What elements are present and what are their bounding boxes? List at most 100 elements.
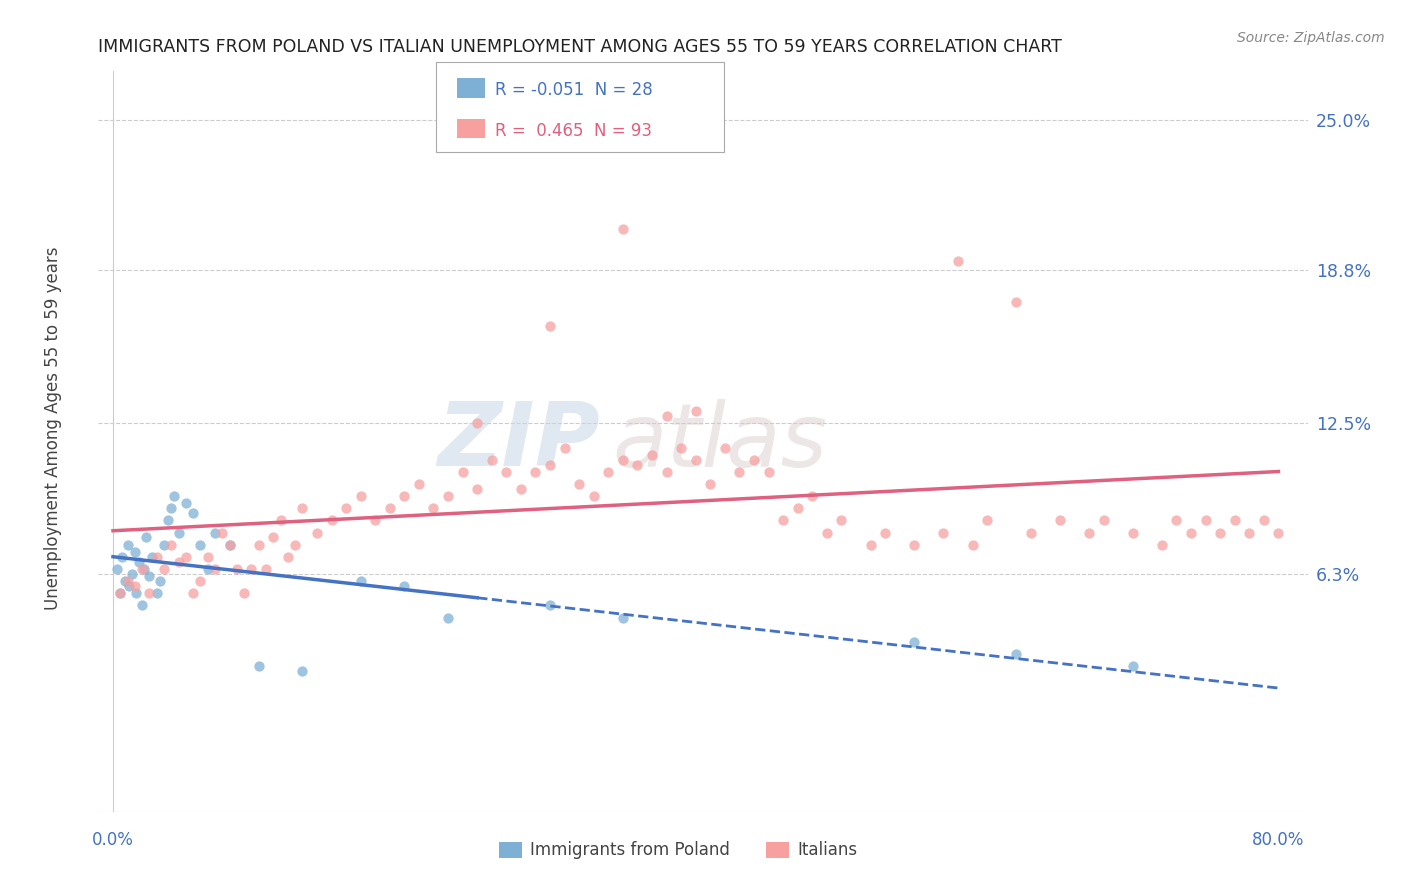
Point	[335, 501, 357, 516]
Point	[612, 452, 634, 467]
Point	[117, 538, 139, 552]
Point	[364, 513, 387, 527]
Point	[204, 525, 226, 540]
Point	[903, 635, 925, 649]
Point	[190, 574, 212, 588]
Point	[699, 477, 721, 491]
Point	[1180, 525, 1202, 540]
Point	[1122, 525, 1144, 540]
Point	[422, 501, 444, 516]
Point	[408, 477, 430, 491]
Point	[815, 525, 838, 540]
Text: IMMIGRANTS FROM POLAND VS ITALIAN UNEMPLOYMENT AMONG AGES 55 TO 59 YEARS CORRELA: IMMIGRANTS FROM POLAND VS ITALIAN UNEMPL…	[98, 38, 1063, 56]
Point	[225, 562, 247, 576]
Point	[160, 501, 183, 516]
Point	[141, 549, 163, 564]
Point	[305, 525, 328, 540]
Point	[204, 562, 226, 576]
Point	[1078, 525, 1101, 540]
Point	[1166, 513, 1188, 527]
Point	[481, 452, 503, 467]
Point	[1092, 513, 1115, 527]
Point	[1223, 513, 1246, 527]
Point	[181, 506, 204, 520]
Point	[728, 465, 751, 479]
Point	[167, 525, 190, 540]
Point	[247, 538, 270, 552]
Point	[218, 538, 240, 552]
Point	[110, 586, 132, 600]
Point	[111, 549, 134, 564]
Point	[1150, 538, 1173, 552]
Point	[350, 489, 373, 503]
Point	[1019, 525, 1042, 540]
Text: atlas: atlas	[613, 399, 827, 484]
Point	[157, 513, 180, 527]
Point	[153, 562, 176, 576]
Point	[132, 562, 155, 576]
Point	[801, 489, 824, 503]
Point	[742, 452, 765, 467]
Point	[1049, 513, 1071, 527]
Point	[568, 477, 591, 491]
Text: Immigrants from Poland: Immigrants from Poland	[530, 841, 730, 859]
Point	[641, 448, 664, 462]
Point	[495, 465, 517, 479]
Point	[598, 465, 620, 479]
Text: 0.0%: 0.0%	[91, 831, 134, 849]
Point	[153, 538, 176, 552]
Point	[174, 496, 197, 510]
Point	[117, 574, 139, 588]
Point	[277, 549, 299, 564]
Point	[1122, 659, 1144, 673]
Point	[350, 574, 373, 588]
Point	[714, 441, 737, 455]
Point	[138, 569, 160, 583]
Point	[135, 530, 157, 544]
Point	[554, 441, 576, 455]
Point	[125, 586, 148, 600]
Point	[612, 610, 634, 624]
Point	[772, 513, 794, 527]
Point	[685, 404, 707, 418]
Point	[138, 586, 160, 600]
Point	[284, 538, 307, 552]
Point	[197, 562, 219, 576]
Point	[669, 441, 692, 455]
Point	[163, 489, 186, 503]
Point	[233, 586, 256, 600]
Text: ZIP: ZIP	[437, 398, 600, 485]
Point	[118, 579, 141, 593]
Point	[1267, 525, 1289, 540]
Point	[181, 586, 204, 600]
Point	[190, 538, 212, 552]
Point	[254, 562, 277, 576]
Point	[465, 482, 488, 496]
Point	[655, 409, 678, 423]
Point	[859, 538, 882, 552]
Point	[1005, 295, 1028, 310]
Point	[655, 465, 678, 479]
Point	[321, 513, 343, 527]
Point	[145, 586, 167, 600]
Point	[394, 489, 416, 503]
Point	[110, 586, 132, 600]
Point	[976, 513, 998, 527]
Point	[378, 501, 401, 516]
Point	[538, 458, 561, 472]
Point	[962, 538, 984, 552]
Point	[538, 319, 561, 334]
Point	[875, 525, 897, 540]
Point	[121, 566, 143, 581]
Point	[145, 549, 167, 564]
Point	[1194, 513, 1216, 527]
Point	[131, 562, 153, 576]
Point	[758, 465, 780, 479]
Point	[124, 545, 146, 559]
Point	[946, 253, 969, 268]
Point	[394, 579, 416, 593]
Point	[1253, 513, 1275, 527]
Point	[903, 538, 925, 552]
Point	[131, 599, 153, 613]
Text: Source: ZipAtlas.com: Source: ZipAtlas.com	[1237, 31, 1385, 45]
